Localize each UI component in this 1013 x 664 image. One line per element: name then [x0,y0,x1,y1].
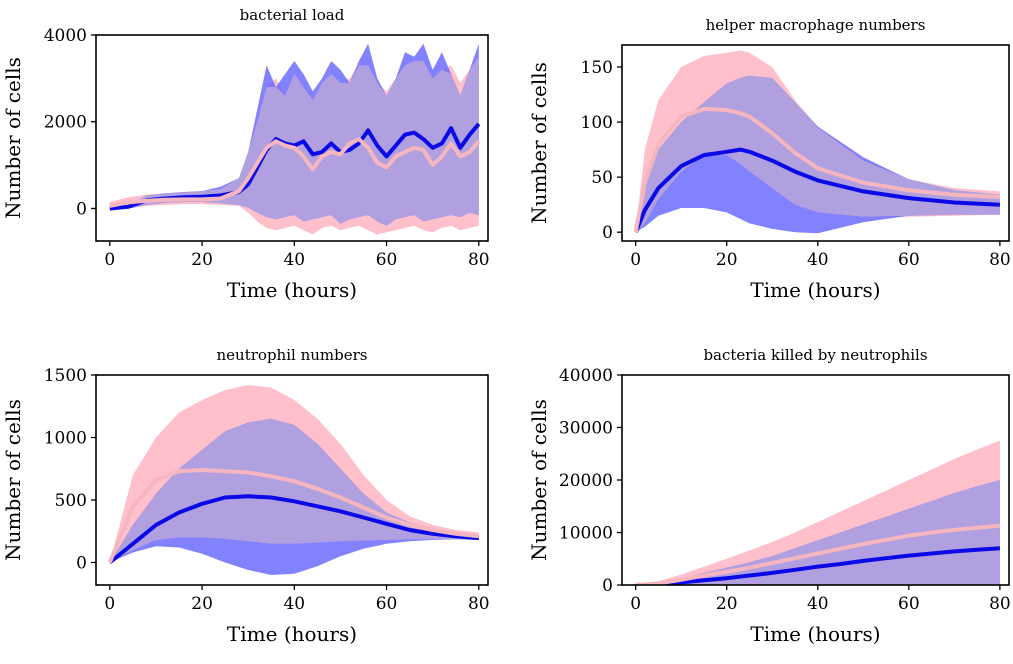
axes-frame [621,44,1010,242]
chart-title: neutrophil numbers [217,346,368,364]
x-tick-label: 60 [898,250,920,270]
axes-frame [95,34,489,242]
y-tick-label: 0 [602,576,613,596]
x-tick-label: 60 [376,250,398,270]
x-axis-label: Time (hours) [750,622,880,646]
y-tick-label: 20000 [559,471,613,491]
x-tick-label: 0 [630,594,641,614]
overlap-band [109,418,479,563]
chart-title: bacteria killed by neutrophils [703,346,927,364]
blue-mean-line [633,147,1000,233]
x-axis-label: Time (hours) [227,278,357,302]
x-tick-label: 20 [716,250,738,270]
blue-mean-line [109,122,481,211]
y-tick-label: 30000 [559,419,613,439]
x-tick-label: 20 [716,594,738,614]
axes-frame [95,374,489,586]
x-tick-label: 0 [104,594,115,614]
y-tick-label: 1500 [44,366,87,386]
pink-mean-line [635,523,1001,585]
y-axis-label: Number of cells [1,399,25,561]
pink-mean-line [107,468,480,564]
y-tick-label: 1000 [44,429,87,449]
y-tick-label: 500 [55,491,87,511]
x-axis-label: Time (hours) [227,622,357,646]
chart-panel-1: 0 20 40 60 80 0 2000 4000 bacterial load Time (ho… [1,6,490,302]
x-tick-label: 40 [283,594,305,614]
plot-area [107,385,480,575]
chart-panel-3: 0 20 40 60 80 0 500 1000 1500 neutrophil numbers T… [1,346,490,646]
x-tick-label: 80 [989,594,1011,614]
y-tick-label: 100 [581,113,613,133]
x-tick-label: 80 [468,250,490,270]
chart-title: helper macrophage numbers [706,16,926,34]
overlap-band [635,480,1000,585]
y-tick-label: 0 [76,199,87,219]
x-tick-label: 40 [807,594,829,614]
plot-area [633,50,1000,234]
x-tick-label: 20 [191,594,213,614]
pink-mean-line [109,137,481,208]
y-tick-label: 2000 [44,113,87,133]
x-tick-label: 60 [898,594,920,614]
chart-panel-4: 0 20 40 60 80 0 10000 20000 30000 40000 bacteria k… [527,346,1011,646]
plot-area [109,43,481,235]
overlap-band [635,75,1000,233]
blue-mean-line [108,494,479,565]
plot-area [635,440,1001,585]
x-tick-label: 0 [630,250,641,270]
pink-mean-line [633,106,1000,233]
y-tick-label: 150 [581,58,613,78]
y-tick-label: 4000 [44,26,87,46]
y-tick-label: 0 [76,554,87,574]
chart-panel-2: 0 20 40 60 80 0 50 100 150 helper macrophage numb… [527,16,1011,302]
blue-mean-line [635,546,1001,585]
y-tick-label: 50 [591,168,613,188]
x-tick-label: 20 [191,250,213,270]
x-axis-label: Time (hours) [750,278,880,302]
y-axis-label: Number of cells [527,399,551,561]
y-tick-label: 0 [602,223,613,243]
y-axis-label: Number of cells [1,57,25,219]
overlap-band [109,56,479,226]
x-tick-label: 40 [283,250,305,270]
x-tick-label: 80 [989,250,1011,270]
y-axis-label: Number of cells [527,62,551,224]
chart-title: bacterial load [240,6,345,24]
y-tick-label: 40000 [559,366,613,386]
y-tick-label: 10000 [559,524,613,544]
x-tick-label: 40 [807,250,829,270]
x-tick-label: 0 [104,250,115,270]
x-tick-label: 60 [376,594,398,614]
x-tick-label: 80 [468,594,490,614]
